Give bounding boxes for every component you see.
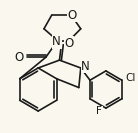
Text: N: N xyxy=(52,35,61,48)
Text: O: O xyxy=(14,51,23,64)
Text: Cl: Cl xyxy=(125,73,136,83)
Text: F: F xyxy=(96,106,102,116)
Text: O: O xyxy=(67,9,77,22)
Text: O: O xyxy=(64,37,74,50)
Text: N: N xyxy=(81,59,90,72)
